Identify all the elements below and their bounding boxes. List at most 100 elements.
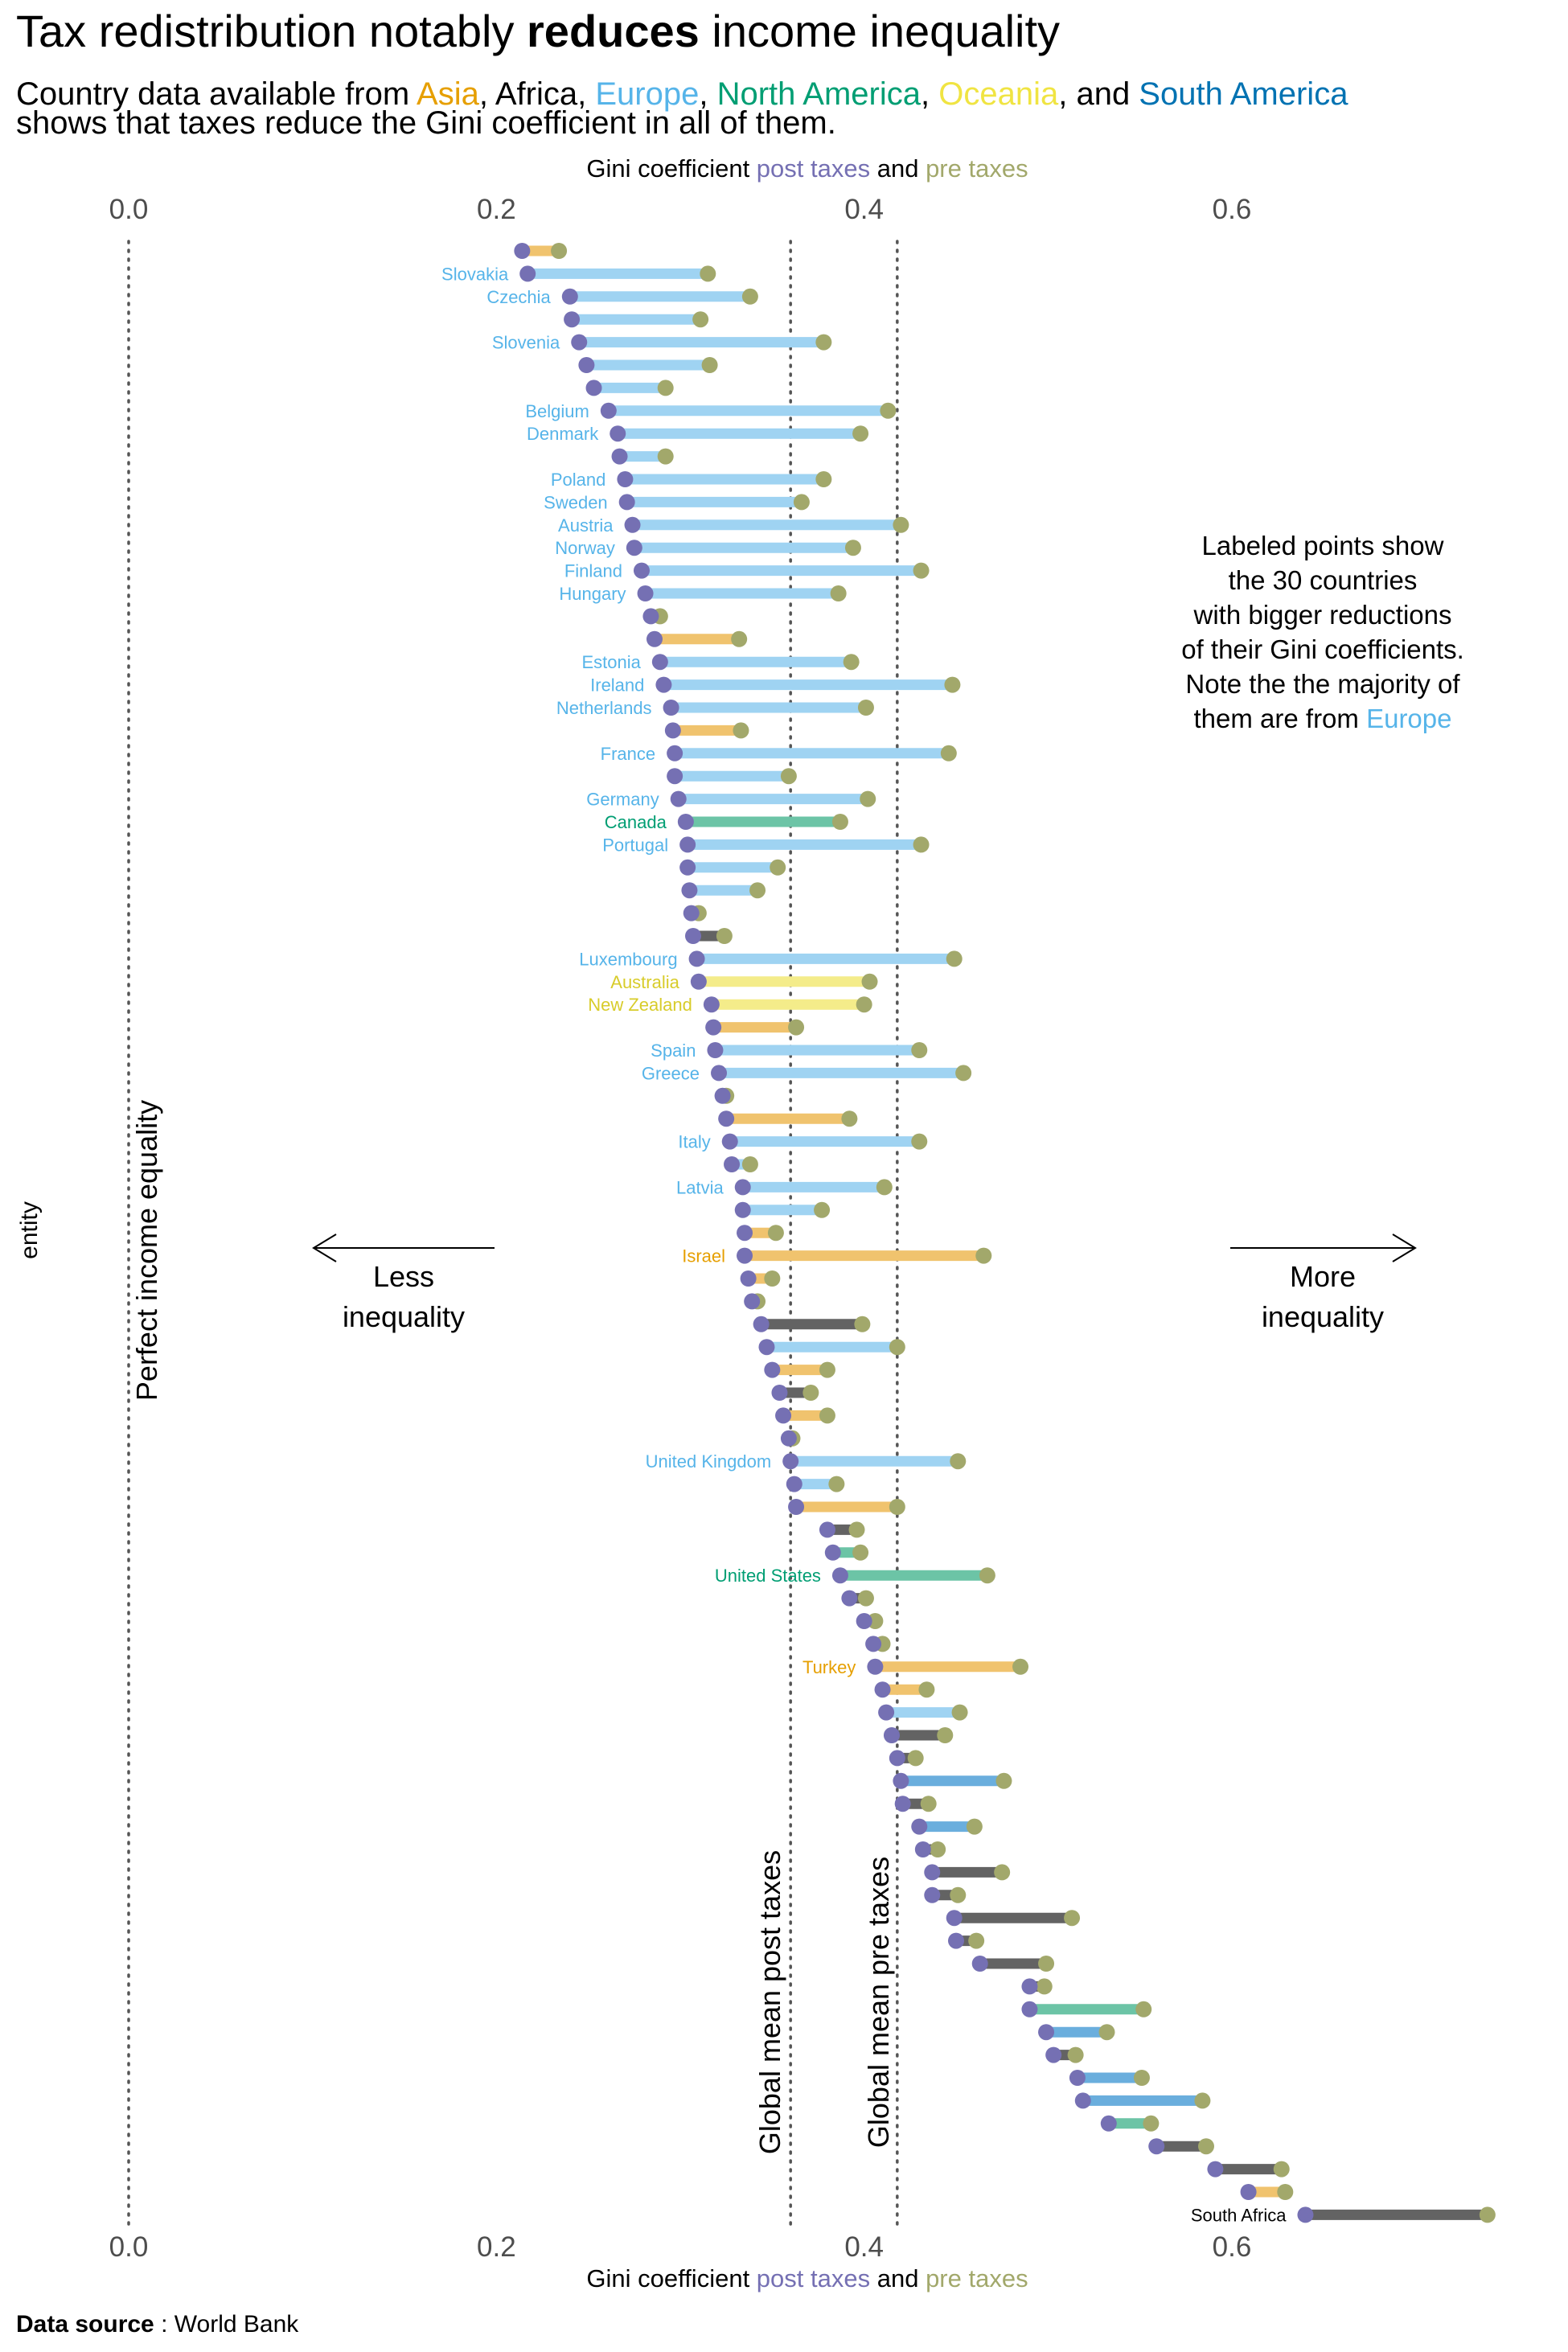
pre-tax-point (911, 1042, 928, 1058)
post-tax-point (705, 1019, 722, 1036)
country-label: Belgium (525, 401, 589, 421)
pre-tax-point (1143, 2115, 1160, 2132)
text-part: Gini coefficient (586, 154, 756, 183)
pre-tax-point (741, 1156, 758, 1172)
post-tax-point (758, 1339, 775, 1356)
post-tax-point (782, 1453, 799, 1470)
pre-tax-point (966, 1818, 983, 1835)
pre-tax-point (802, 1385, 819, 1401)
annotation-line: of their Gini coefficients. (1181, 634, 1464, 664)
post-tax-point (617, 471, 634, 487)
post-tax-point (721, 1133, 738, 1150)
pre-tax-point (968, 1932, 985, 1949)
text-part: pre taxes (926, 2264, 1028, 2292)
text-part: , and (1058, 76, 1139, 112)
text-part: and (870, 154, 926, 183)
post-tax-point (626, 540, 642, 556)
text-part: and (870, 2264, 926, 2292)
pre-tax-point (911, 1133, 928, 1150)
post-tax-point (775, 1407, 792, 1424)
pre-tax-point (819, 1407, 835, 1424)
country-label: Luxembourg (579, 949, 677, 969)
pre-tax-point (913, 836, 930, 853)
country-label: Turkey (802, 1657, 856, 1677)
text-part: Oceania (938, 76, 1059, 112)
post-tax-point (824, 1544, 841, 1561)
post-tax-point (946, 1910, 963, 1927)
annotation-line: with bigger reductions (1192, 600, 1451, 630)
post-tax-point (1021, 1978, 1038, 1995)
post-tax-point (865, 1636, 882, 1652)
post-tax-point (561, 288, 578, 305)
country-label: Czechia (486, 287, 551, 307)
pre-tax-point (764, 1270, 781, 1287)
pre-tax-point (889, 1499, 905, 1515)
text-part: Country data available from (16, 76, 417, 112)
pre-tax-point (843, 654, 860, 671)
post-tax-point (677, 814, 694, 830)
post-tax-point (764, 1361, 781, 1378)
pre-tax-point (1277, 2184, 1294, 2200)
pre-tax-point (950, 1453, 967, 1470)
country-label: Ireland (590, 675, 644, 696)
pre-tax-point (1036, 1978, 1053, 1995)
post-tax-point (874, 1681, 891, 1698)
text-part: post taxes (757, 154, 870, 183)
post-tax-point (744, 1293, 761, 1310)
post-tax-point (707, 1042, 724, 1058)
pre-tax-point (930, 1841, 946, 1857)
post-tax-point (637, 585, 654, 601)
pre-tax-point (814, 1201, 831, 1218)
country-label: Finland (564, 561, 622, 581)
more-inequality-arrow (1230, 1233, 1417, 1262)
annotation-line: Labeled points show (1202, 531, 1444, 560)
country-label: Canada (605, 812, 667, 832)
post-tax-point (578, 357, 595, 373)
post-tax-point (841, 1590, 858, 1607)
country-label: Poland (551, 470, 606, 490)
post-tax-point (685, 928, 702, 944)
text-part: post taxes (757, 2264, 870, 2292)
pre-tax-point (856, 996, 872, 1013)
reference-lines (127, 240, 899, 2227)
post-tax-point (519, 265, 536, 282)
pre-tax-point (950, 1886, 967, 1903)
pre-tax-point (657, 380, 674, 396)
less-inequality-arrow (312, 1233, 495, 1262)
post-tax-point (667, 745, 683, 761)
text-part: pre taxes (926, 154, 1028, 183)
text-part: , Africa, (479, 76, 596, 112)
post-tax-point (618, 494, 635, 511)
pre-tax-point (815, 471, 832, 487)
post-tax-point (1148, 2138, 1165, 2155)
post-tax-point (831, 1567, 848, 1584)
post-tax-point (683, 905, 700, 922)
post-tax-point (1045, 2046, 1062, 2063)
pre-tax-point (918, 1681, 935, 1698)
post-tax-point (1074, 2092, 1091, 2109)
pre-tax-point (913, 562, 930, 579)
country-label: Germany (586, 790, 659, 810)
post-tax-point (663, 700, 679, 716)
annotation-text: Labeled points show the 30 countries with … (1181, 531, 1464, 733)
pre-tax-point (1038, 1956, 1055, 1972)
pre-tax-point (1012, 1658, 1029, 1675)
post-tax-point (514, 243, 531, 259)
pre-tax-point (893, 516, 909, 533)
post-tax-point (788, 1499, 805, 1515)
country-label: Austria (558, 515, 614, 536)
y-axis-label: entity (16, 1201, 43, 1259)
post-tax-point (711, 1065, 728, 1082)
post-tax-point (1038, 2024, 1055, 2041)
x-axis-title-top: Gini coefficient post taxes and pre taxe… (586, 154, 1028, 183)
pre-tax-point (701, 357, 718, 373)
country-label: Norway (555, 538, 615, 558)
post-tax-point (646, 630, 663, 647)
post-tax-point (889, 1750, 905, 1767)
post-tax-point (611, 448, 628, 465)
post-tax-point (667, 768, 683, 785)
pre-tax-point (880, 402, 897, 419)
country-label: Hungary (559, 584, 626, 604)
post-tax-point (703, 996, 720, 1013)
